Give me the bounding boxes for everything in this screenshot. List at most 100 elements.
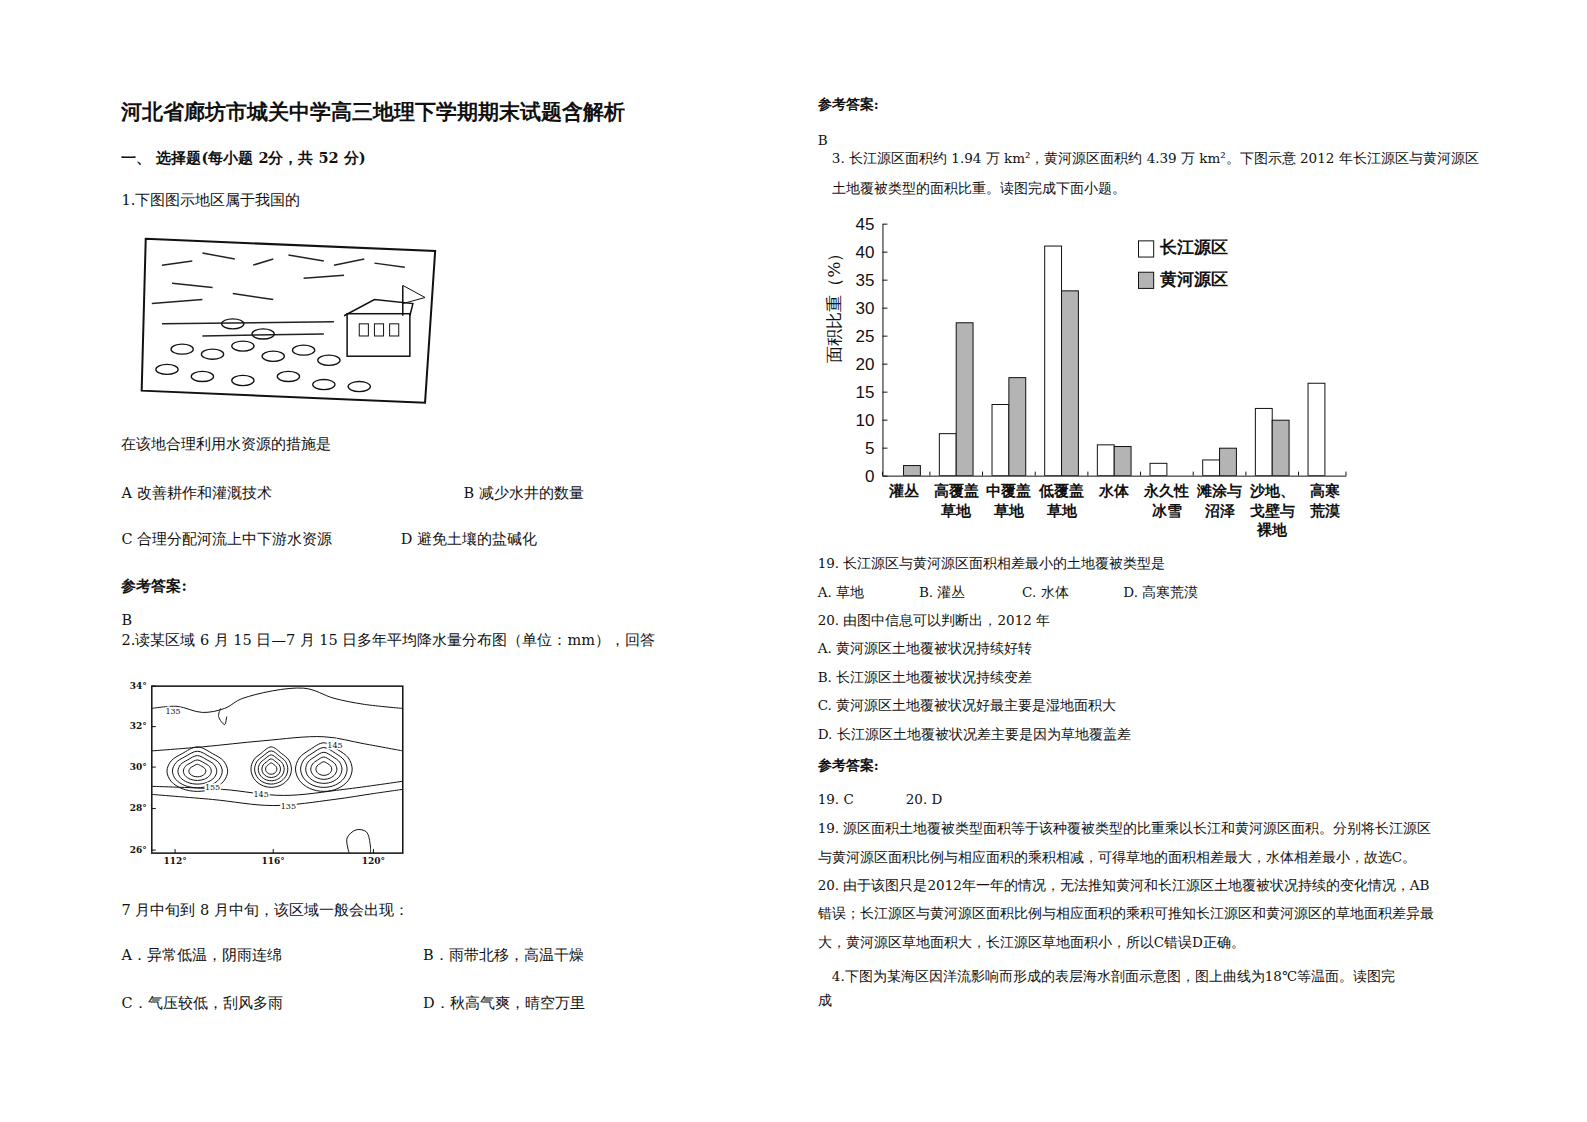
- x-separator: [982, 472, 983, 476]
- contour-line: [219, 708, 227, 724]
- x-tick: 高寒荒漠: [1309, 476, 1340, 519]
- bar: [1255, 408, 1272, 475]
- sketch-stroke: [304, 275, 344, 278]
- text-line: 1.下图图示地区属于我国的: [121, 192, 300, 208]
- tick-mark: [882, 336, 887, 337]
- text-line: B. 灌丛: [919, 584, 966, 600]
- text-line: D. 长江源区土地覆被状况差主要是因为草地覆盖差: [818, 726, 1131, 742]
- contour-map: 34°32°30°28°26°112°116°120°1351451551451…: [130, 681, 403, 866]
- text-line: 34°: [130, 681, 147, 691]
- text-line: 30°: [130, 762, 147, 772]
- text-line: 20. 由图中信息可以判断出，2012 年: [818, 612, 1050, 628]
- legend-label: 黄河源区: [1159, 269, 1228, 289]
- tick-mark: [882, 448, 887, 449]
- tick-mark: [882, 224, 887, 225]
- x-tick: 灌丛: [888, 476, 920, 500]
- text-line: 155: [205, 783, 220, 792]
- map-frame: [152, 686, 403, 853]
- sketch-animal: [348, 382, 370, 392]
- text-line: 28°: [130, 803, 147, 813]
- bar: [1272, 420, 1289, 475]
- contour-loop: [251, 747, 291, 787]
- sketch-animal: [318, 355, 340, 365]
- tick-label: 35: [856, 271, 875, 290]
- bar: [1325, 475, 1342, 476]
- text-line: 参考答案:: [817, 757, 879, 773]
- contour-line: [347, 829, 371, 853]
- sketch-animal: [277, 371, 299, 381]
- tick-label: 40: [856, 243, 875, 262]
- tick-label: 5: [865, 439, 874, 458]
- contour-loop: [167, 747, 228, 792]
- x-tick: 滩涂与沼泽: [1196, 476, 1242, 519]
- text-line: 112°: [163, 856, 186, 866]
- text-line: D 避免土壤的盐碱化: [401, 531, 537, 547]
- map-tick: [152, 850, 156, 851]
- axis-line: [883, 476, 1346, 477]
- y-tick: 45: [856, 215, 888, 234]
- tick-label: 高寒荒漠: [1309, 482, 1340, 519]
- map-tick: [373, 849, 374, 853]
- y-tick: 25: [856, 327, 888, 346]
- tick-label: 20: [856, 355, 875, 374]
- x-separator: [1193, 472, 1194, 476]
- tick-mark: [882, 420, 887, 421]
- sketch-stroke: [253, 259, 273, 265]
- sketch-stroke: [162, 261, 192, 265]
- y-tick: 30: [856, 299, 888, 318]
- tick-label-line: 戈壁与: [1250, 502, 1295, 519]
- bar: [1009, 378, 1026, 476]
- map-tick: [273, 849, 274, 853]
- bar: [904, 466, 921, 476]
- text-line: 20. D: [906, 791, 943, 807]
- sketch-animal: [222, 319, 244, 329]
- text-line: A. 黄河源区土地覆被状况持续好转: [817, 640, 1032, 656]
- sketch-window: [390, 324, 399, 336]
- x-tick: 高覆盖草地: [934, 476, 979, 519]
- bar-chart: 051015202530354045灌丛高覆盖草地中覆盖草地低覆盖草地水体永久性…: [824, 215, 1346, 539]
- tick-label-line: 灌丛: [888, 482, 920, 499]
- y-tick: 35: [856, 271, 888, 290]
- x-tick: 中覆盖草地: [986, 476, 1031, 519]
- map-tick: [152, 726, 156, 727]
- text-line: 3. 长江源区面积约 1.94 万 km²，黄河源区面积约 4.39 万 km²…: [832, 150, 1479, 166]
- tick-label-line: 中覆盖: [986, 482, 1031, 499]
- x-axis: 灌丛高覆盖草地中覆盖草地低覆盖草地水体永久性冰雪滩涂与沼泽沙地、戈壁与裸地高寒荒…: [883, 476, 1346, 539]
- text-line: C 合理分配河流上中下游水资源: [121, 531, 332, 547]
- text-line: 145: [253, 790, 268, 799]
- axis-line: [882, 224, 883, 476]
- text-line: 河北省廊坊市城关中学高三地理下学期期末试题含解析: [120, 99, 625, 124]
- tick-label-line: 高覆盖: [934, 482, 979, 499]
- text-line: C. 黄河源区土地覆被状况好最主要是湿地面积大: [818, 697, 1116, 713]
- text-line: 与黄河源区面积比例与相应面积的乘积相减，可得草地的面积相差最大，水体相差最小，故…: [818, 849, 1416, 865]
- tick-label: 10: [856, 411, 875, 430]
- x-tick: 水体: [1098, 476, 1130, 500]
- tick-mark: [882, 392, 887, 393]
- tick-label: 滩涂与沼泽: [1196, 482, 1242, 519]
- tick-label-line: 水体: [1098, 482, 1130, 499]
- tick-mark: [882, 308, 887, 309]
- bar: [1167, 475, 1184, 476]
- text-line: 参考答案:: [817, 96, 879, 112]
- x-tick: 永久性冰雪: [1143, 476, 1189, 519]
- sketch-animal: [313, 380, 335, 390]
- sketch-animal: [191, 371, 213, 381]
- tick-label-line: 沙地、: [1249, 482, 1295, 499]
- bar: [1097, 445, 1114, 476]
- y-tick: 20: [856, 355, 888, 374]
- page: 河北省廊坊市城关中学高三地理下学期期末试题含解析一、 选择题(每小题 2分，共 …: [0, 0, 1587, 1122]
- contour-loop: [183, 760, 211, 780]
- tick-label-line: 草地: [940, 502, 972, 519]
- text-line: B. 长江源区土地覆被状况持续变差: [818, 669, 1033, 685]
- bar: [1308, 383, 1325, 475]
- contour-loop: [172, 751, 222, 788]
- tick-label-line: 草地: [993, 502, 1025, 519]
- axis-title: 面积比重（%）: [824, 245, 844, 363]
- contour-line: [152, 737, 403, 751]
- x-separator: [929, 472, 930, 476]
- text-line: B: [121, 612, 132, 628]
- text-line: A 改善耕作和灌溉技术: [120, 485, 271, 501]
- contour-line: [152, 789, 403, 805]
- text-line: 19. C: [818, 791, 854, 807]
- legend-swatch: [1139, 241, 1154, 257]
